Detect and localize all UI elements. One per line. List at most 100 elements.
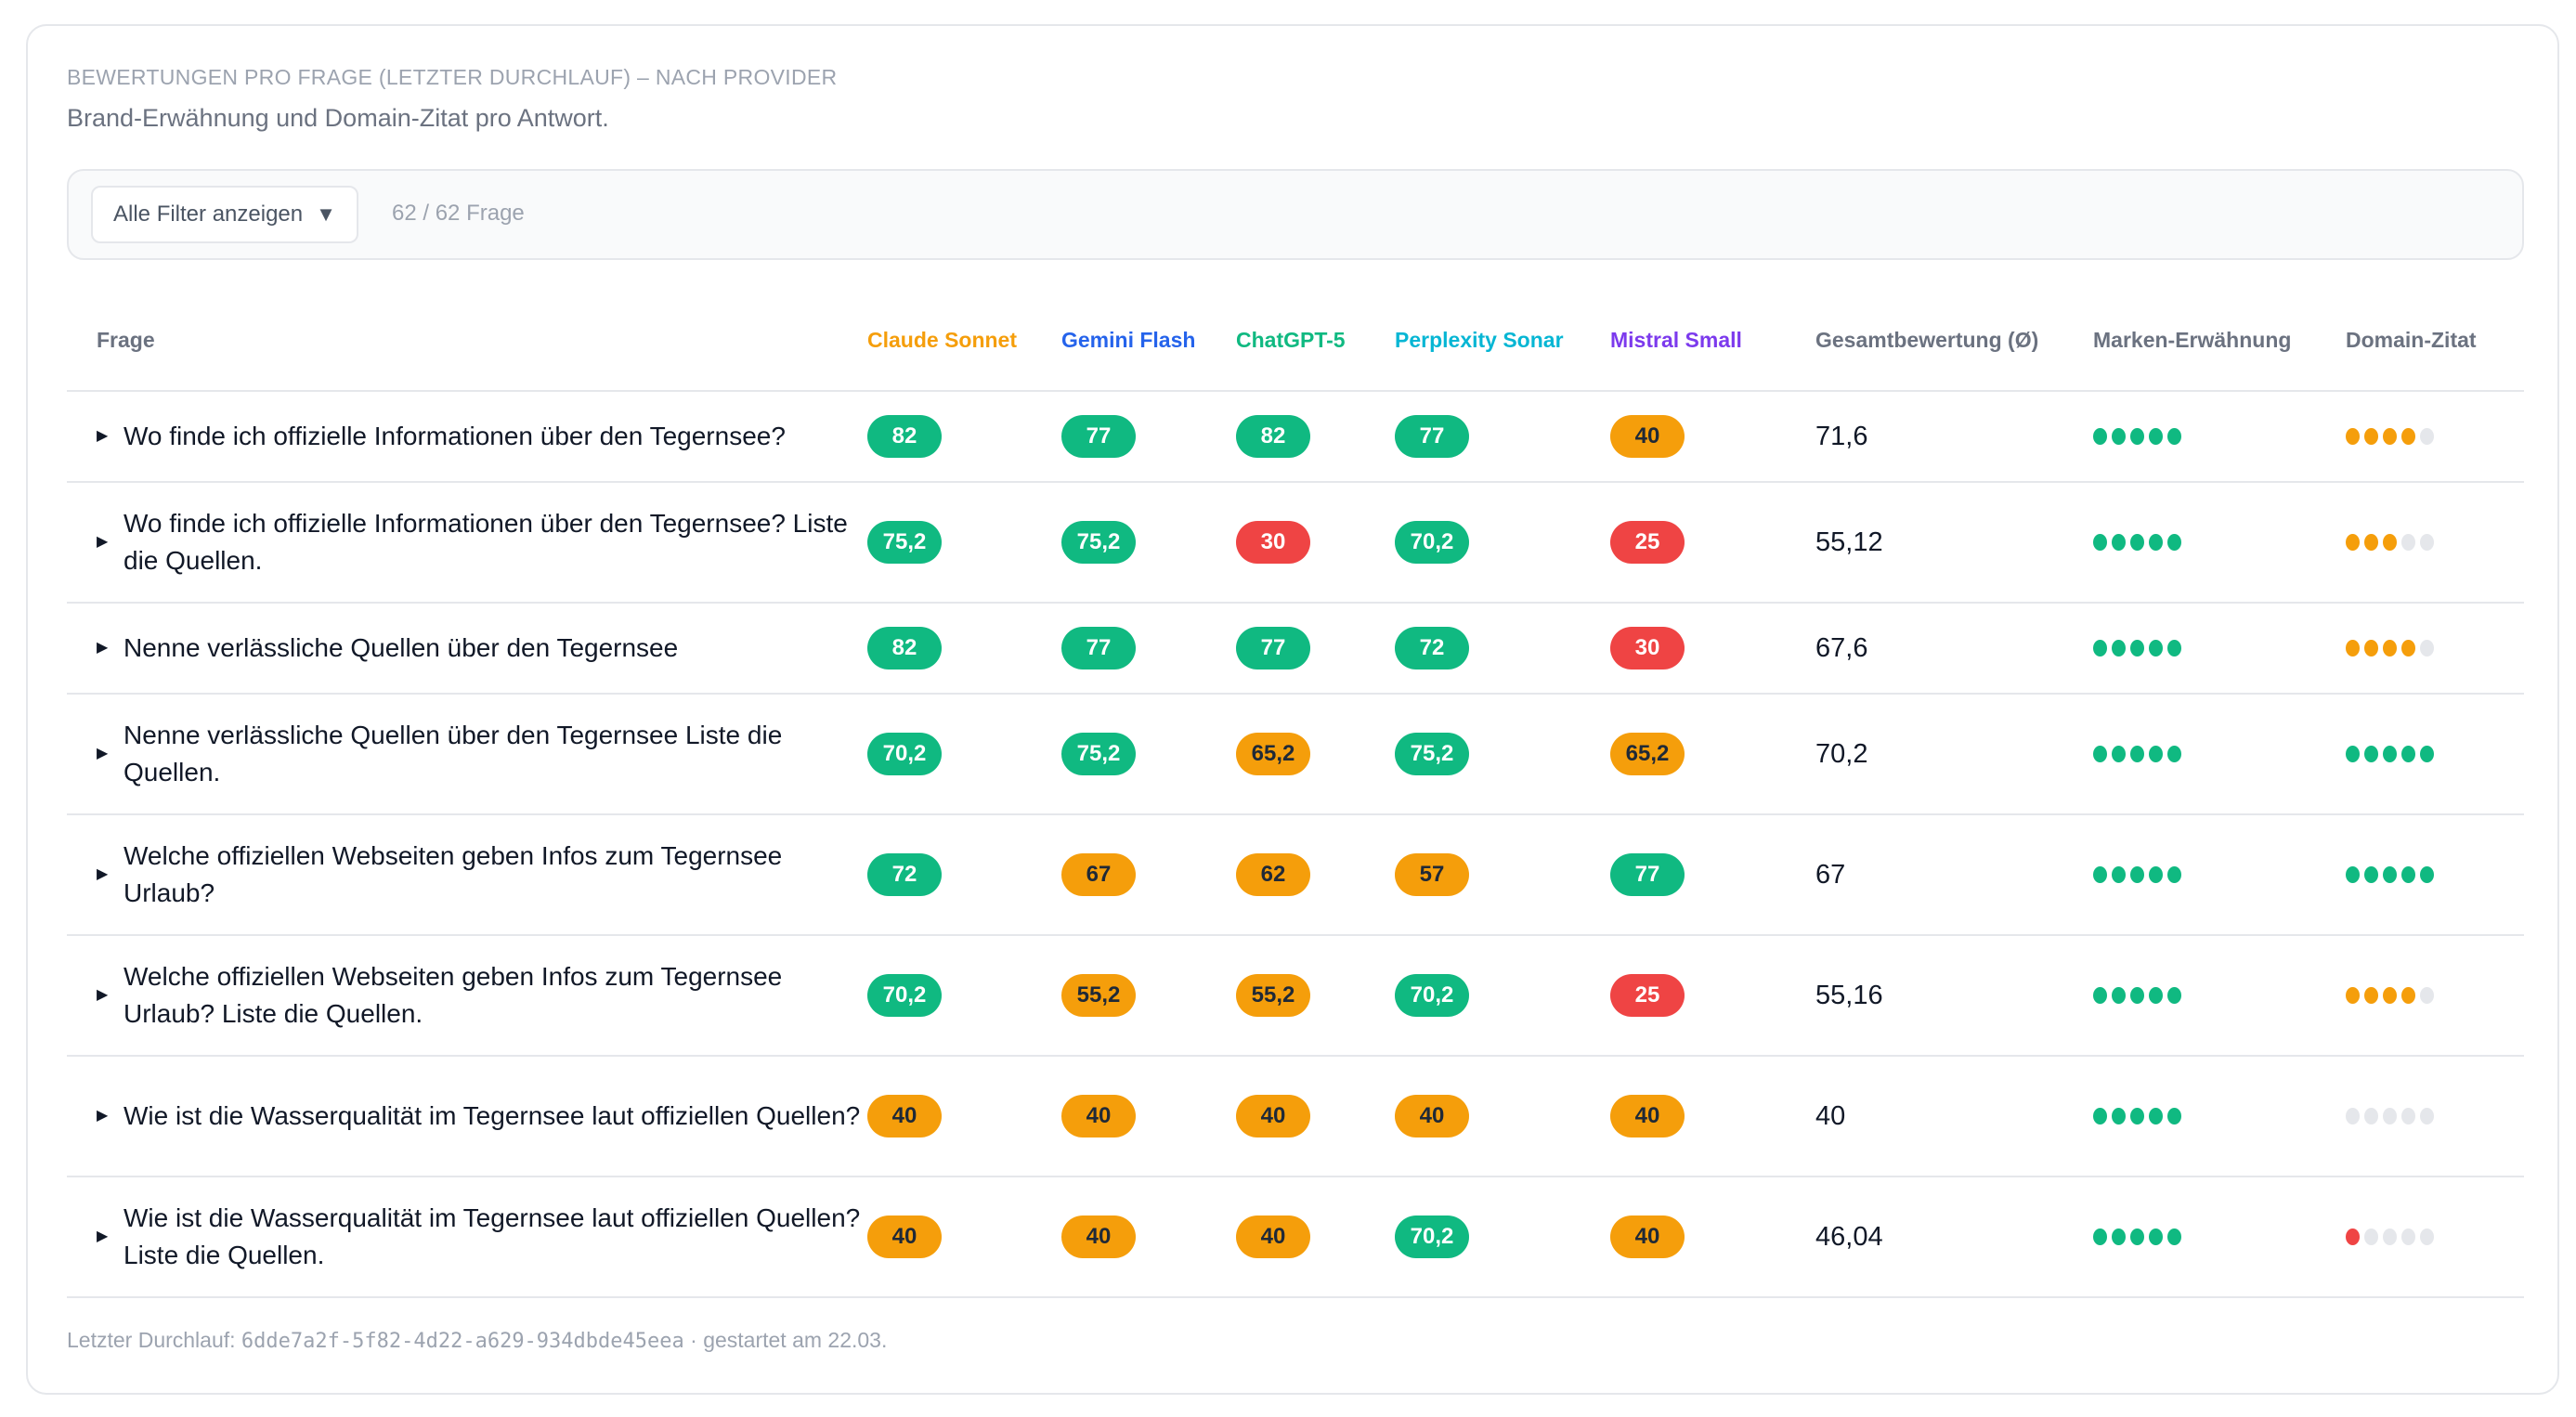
- score-badge: 25: [1610, 974, 1685, 1017]
- table-row[interactable]: ▶ Welche offiziellen Webseiten geben Info…: [67, 935, 2524, 1057]
- domain-citation-cell: [2346, 1176, 2524, 1298]
- rating-dot: [2130, 428, 2144, 445]
- table-scroll-area[interactable]: Frage Claude Sonnet Gemini Flash ChatGPT-5 P…: [67, 290, 2524, 1307]
- table-row[interactable]: ▶ Wie ist die Wasserqualität im Tegernsee…: [67, 1176, 2524, 1298]
- rating-dot: [2383, 1228, 2397, 1245]
- score-cell-gemini-flash: 77: [1061, 603, 1236, 695]
- score-badge: 77: [1061, 627, 1136, 670]
- score-badge: 82: [1236, 415, 1310, 458]
- expand-triangle-icon[interactable]: ▶: [97, 428, 109, 444]
- column-header-frage: Frage: [67, 290, 867, 392]
- score-cell-perplexity-sonar: 75,2: [1395, 694, 1610, 815]
- show-all-filters-button[interactable]: Alle Filter anzeigen ▼: [91, 186, 358, 243]
- total-score-cell: 40: [1815, 1056, 2093, 1177]
- rating-dot: [2167, 987, 2181, 1004]
- question-cell: ▶ Welche offiziellen Webseiten geben Info…: [67, 814, 867, 936]
- score-badge: 75,2: [1395, 733, 1469, 775]
- score-badge: 70,2: [867, 733, 942, 775]
- domain-citation-dots: [2346, 534, 2524, 551]
- table-row[interactable]: ▶ Nenne verlässliche Quellen über den Teg…: [67, 603, 2524, 695]
- score-cell-perplexity-sonar: 70,2: [1395, 1176, 1610, 1298]
- score-badge: 55,2: [1236, 974, 1310, 1017]
- expand-triangle-icon[interactable]: ▶: [97, 866, 109, 882]
- expand-triangle-icon[interactable]: ▶: [97, 534, 109, 550]
- rating-dot: [2130, 866, 2144, 883]
- score-badge: 72: [1395, 627, 1469, 670]
- column-header-claude-sonnet: Claude Sonnet: [867, 290, 1061, 392]
- rating-dot: [2167, 534, 2181, 551]
- score-cell-claude-sonnet: 75,2: [867, 482, 1061, 604]
- domain-citation-cell: [2346, 603, 2524, 695]
- expand-triangle-icon[interactable]: ▶: [97, 746, 109, 761]
- expand-triangle-icon[interactable]: ▶: [97, 640, 109, 656]
- rating-dot: [2383, 987, 2397, 1004]
- score-cell-mistral-small: 25: [1610, 482, 1815, 604]
- brand-mention-cell: [2093, 1176, 2346, 1298]
- score-cell-chatgpt-5: 82: [1236, 391, 1395, 483]
- score-badge: 82: [867, 415, 942, 458]
- rating-dot: [2149, 866, 2163, 883]
- rating-dot: [2130, 1108, 2144, 1124]
- rating-dot: [2364, 640, 2378, 656]
- total-score-cell: 55,16: [1815, 935, 2093, 1057]
- brand-mention-dots: [2093, 534, 2346, 551]
- table-row[interactable]: [67, 1297, 2524, 1307]
- brand-mention-cell: [2093, 391, 2346, 483]
- rating-dot: [2383, 1108, 2397, 1124]
- question-cell: ▶ Nenne verlässliche Quellen über den Teg…: [67, 694, 867, 815]
- rating-dot: [2401, 746, 2415, 762]
- rating-dot: [2130, 987, 2144, 1004]
- expand-triangle-icon[interactable]: ▶: [97, 1108, 109, 1124]
- domain-citation-cell: [2346, 482, 2524, 604]
- rating-dot: [2093, 746, 2107, 762]
- rating-dot: [2149, 428, 2163, 445]
- score-cell-perplexity-sonar: [1395, 1297, 1610, 1307]
- question-cell: ▶ Welche offiziellen Webseiten geben Info…: [67, 935, 867, 1057]
- brand-mention-cell: [2093, 1297, 2346, 1307]
- rating-dot: [2167, 1228, 2181, 1245]
- rating-dot: [2112, 987, 2126, 1004]
- rating-dot: [2149, 1228, 2163, 1245]
- rating-dot: [2167, 428, 2181, 445]
- score-cell-mistral-small: 77: [1610, 814, 1815, 936]
- question-text: Wie ist die Wasserqualität im Tegernsee …: [124, 1101, 861, 1130]
- score-badge: 40: [1061, 1216, 1136, 1258]
- column-header-chatgpt-5: ChatGPT-5: [1236, 290, 1395, 392]
- table-row[interactable]: ▶ Wo finde ich offizielle Informationen ü…: [67, 391, 2524, 483]
- score-badge: 40: [1236, 1216, 1310, 1258]
- column-header-gesamtbewertung: Gesamtbewertung (Ø): [1815, 290, 2093, 392]
- table-row[interactable]: ▶ Wie ist die Wasserqualität im Tegernsee…: [67, 1056, 2524, 1177]
- total-score: 40: [1815, 1100, 1846, 1131]
- rating-dot: [2130, 534, 2144, 551]
- rating-dot: [2093, 640, 2107, 656]
- score-cell-gemini-flash: 40: [1061, 1056, 1236, 1177]
- rating-dot: [2383, 866, 2397, 883]
- total-score-cell: 71,6: [1815, 391, 2093, 483]
- rating-dot: [2420, 534, 2434, 551]
- table-row[interactable]: ▶ Nenne verlässliche Quellen über den Teg…: [67, 694, 2524, 815]
- score-cell-mistral-small: 25: [1610, 935, 1815, 1057]
- expand-triangle-icon[interactable]: ▶: [97, 987, 109, 1003]
- score-cell-claude-sonnet: 70,2: [867, 935, 1061, 1057]
- brand-mention-cell: [2093, 482, 2346, 604]
- score-badge: 70,2: [867, 974, 942, 1017]
- rating-dot: [2167, 640, 2181, 656]
- score-cell-mistral-small: 30: [1610, 603, 1815, 695]
- score-cell-perplexity-sonar: 57: [1395, 814, 1610, 936]
- expand-triangle-icon[interactable]: ▶: [97, 1228, 109, 1244]
- table-row[interactable]: ▶ Welche offiziellen Webseiten geben Info…: [67, 814, 2524, 936]
- domain-citation-dots: [2346, 428, 2524, 445]
- run-id: 6dde7a2f-5f82-4d22-a629-934dbde45eea: [241, 1330, 684, 1353]
- rating-dot: [2364, 987, 2378, 1004]
- score-cell-chatgpt-5: 30: [1236, 482, 1395, 604]
- score-cell-chatgpt-5: [1236, 1297, 1395, 1307]
- rating-dot: [2346, 866, 2360, 883]
- rating-dot: [2093, 987, 2107, 1004]
- rating-dot: [2149, 746, 2163, 762]
- score-cell-mistral-small: 40: [1610, 1056, 1815, 1177]
- score-cell-chatgpt-5: 62: [1236, 814, 1395, 936]
- score-badge: 77: [1395, 415, 1469, 458]
- rating-dot: [2112, 428, 2126, 445]
- table-row[interactable]: ▶ Wo finde ich offizielle Informationen ü…: [67, 482, 2524, 604]
- rating-dot: [2346, 534, 2360, 551]
